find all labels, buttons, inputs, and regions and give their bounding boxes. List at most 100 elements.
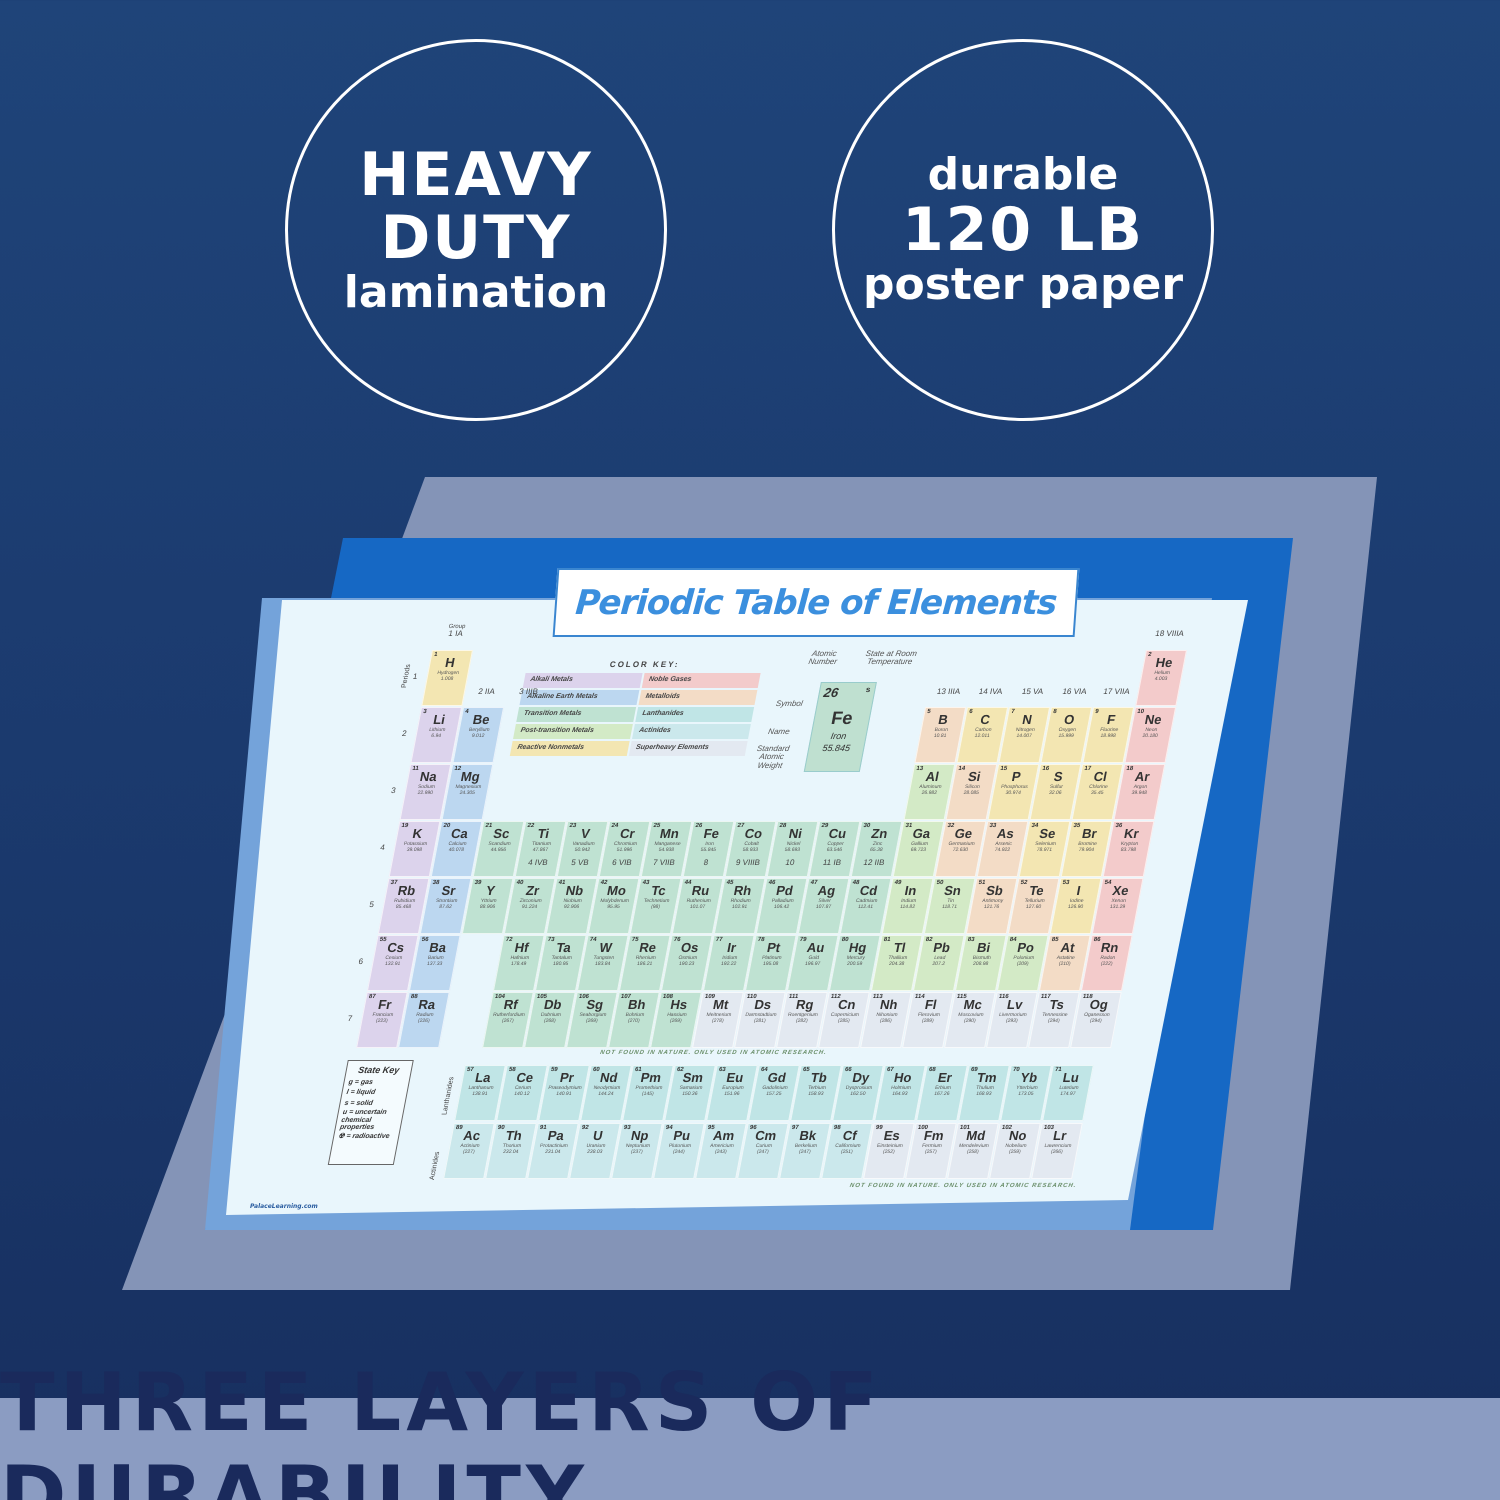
element-atomic-number: 68 (928, 1067, 937, 1073)
element-atomic-number: 83 (967, 937, 975, 943)
element-weight: (222) (1100, 961, 1114, 967)
element-weight: 192.22 (720, 961, 737, 967)
element-weight: 50.942 (574, 847, 591, 853)
legend-state: s (865, 685, 872, 694)
element-weight: 238.03 (586, 1149, 603, 1155)
element-weight: 127.60 (1025, 904, 1042, 910)
element-atomic-number: 60 (592, 1067, 601, 1073)
element-weight: 26.982 (920, 790, 938, 796)
element-atomic-number: 82 (925, 937, 933, 943)
element-atomic-number: 72 (505, 937, 513, 943)
element-atomic-number: 38 (431, 880, 440, 886)
element-weight: 39.098 (406, 847, 423, 853)
element-weight: 22.990 (416, 790, 434, 796)
legend-name: Iron (829, 731, 848, 741)
element-atomic-number: 84 (1009, 937, 1017, 943)
element-atomic-number: 113 (872, 994, 884, 1000)
label-atomic-number: Atomic Number (807, 649, 838, 667)
element-atomic-number: 45 (725, 880, 734, 886)
element-weight: (227) (462, 1149, 476, 1155)
element-weight: 112.41 (857, 904, 874, 910)
element-weight: 186.21 (636, 961, 653, 967)
element-atomic-number: 117 (1040, 994, 1052, 1000)
element-weight: (268) (543, 1018, 557, 1024)
state-key-line: l = liquid (345, 1089, 376, 1096)
element-atomic-number: 87 (368, 994, 377, 1000)
element-weight: 101.07 (689, 904, 706, 910)
element-weight: 164.93 (891, 1091, 909, 1097)
element-atomic-number: 98 (833, 1125, 842, 1131)
legend-weight: 55.845 (821, 743, 852, 753)
color-key-item: Transition Metals (516, 707, 636, 722)
element-weight: 65.38 (869, 847, 884, 853)
element-weight: (226) (417, 1018, 431, 1024)
element-atomic-number: 32 (946, 823, 955, 829)
element-atomic-number: 13 (915, 766, 924, 772)
state-key-line: s = solid (343, 1099, 374, 1107)
element-atomic-number: 21 (484, 823, 493, 829)
element-atomic-number: 18 (1125, 766, 1134, 772)
element-weight: 183.84 (594, 961, 611, 967)
element-atomic-number: 69 (970, 1067, 979, 1073)
element-atomic-number: 76 (673, 937, 681, 943)
element-atomic-number: 14 (957, 766, 966, 772)
element-weight: 107.87 (815, 904, 832, 910)
legend-number: 26 (822, 685, 840, 700)
element-atomic-number: 27 (736, 823, 745, 829)
element-weight: 1.008 (440, 676, 454, 682)
element-atomic-number: 90 (497, 1125, 506, 1131)
group-label: 11 IB (822, 858, 842, 867)
badge-line: poster paper (862, 258, 1184, 310)
element-atomic-number: 79 (799, 937, 807, 943)
color-key-title: COLOR KEY: (609, 660, 681, 669)
element-atomic-number: 110 (746, 994, 758, 1000)
element-atomic-number: 85 (1051, 937, 1059, 943)
group-label: 12 IIB (862, 858, 886, 867)
element-atomic-number: 23 (568, 823, 577, 829)
element-weight: (223) (375, 1018, 389, 1024)
element-weight: (98) (650, 904, 661, 910)
element-atomic-number: 101 (959, 1125, 971, 1131)
element-weight: 40.078 (448, 847, 465, 853)
color-key: COLOR KEY: Alkali Metals Noble Gases Alkal… (509, 660, 763, 756)
group-label: 17 VIIA (1102, 687, 1131, 696)
element-weight: 72.630 (952, 847, 969, 853)
element-atomic-number: 40 (515, 880, 524, 886)
group-label: 2 IIA (477, 687, 496, 696)
element-weight: 114.82 (899, 904, 916, 910)
element-atomic-number: 37 (389, 880, 398, 886)
element-atomic-number: 66 (844, 1067, 853, 1073)
element-atomic-number: 111 (788, 994, 799, 1000)
label-name: Name (767, 727, 791, 736)
element-weight: 85.468 (395, 904, 412, 910)
element-weight: 232.04 (502, 1149, 519, 1155)
element-atomic-number: 47 (809, 880, 818, 886)
element-atomic-number: 116 (998, 994, 1010, 1000)
element-atomic-number: 74 (589, 937, 597, 943)
element-atomic-number: 20 (442, 823, 451, 829)
element-weight: (258) (966, 1149, 980, 1155)
element-weight: 151.96 (723, 1091, 741, 1097)
element-atomic-number: 59 (550, 1067, 559, 1073)
element-atomic-number: 12 (453, 766, 462, 772)
label-weight: Standard Atomic Weight (756, 744, 791, 770)
element-atomic-number: 115 (956, 994, 968, 1000)
element-weight: (270) (627, 1018, 641, 1024)
element-weight: (294) (1047, 1018, 1061, 1024)
group-label: 3 IIIB (518, 687, 539, 696)
element-atomic-number: 107 (620, 994, 632, 1000)
group-label: 10 (784, 858, 796, 867)
element-atomic-number: 93 (623, 1125, 632, 1131)
element-atomic-number: 26 (694, 823, 703, 829)
element-atomic-number: 65 (802, 1067, 811, 1073)
element-weight: (247) (756, 1149, 770, 1155)
element-atomic-number: 56 (421, 937, 429, 943)
element-weight: 178.49 (510, 961, 527, 967)
element-weight: 200.59 (846, 961, 863, 967)
element-atomic-number: 28 (778, 823, 787, 829)
poster-title: Periodic Table of Elements (552, 568, 1080, 637)
element-weight: 131.29 (1109, 904, 1126, 910)
element-weight: 167.26 (933, 1091, 951, 1097)
color-key-item: Alkali Metals (522, 673, 643, 688)
legend-symbol: Fe (829, 708, 855, 728)
